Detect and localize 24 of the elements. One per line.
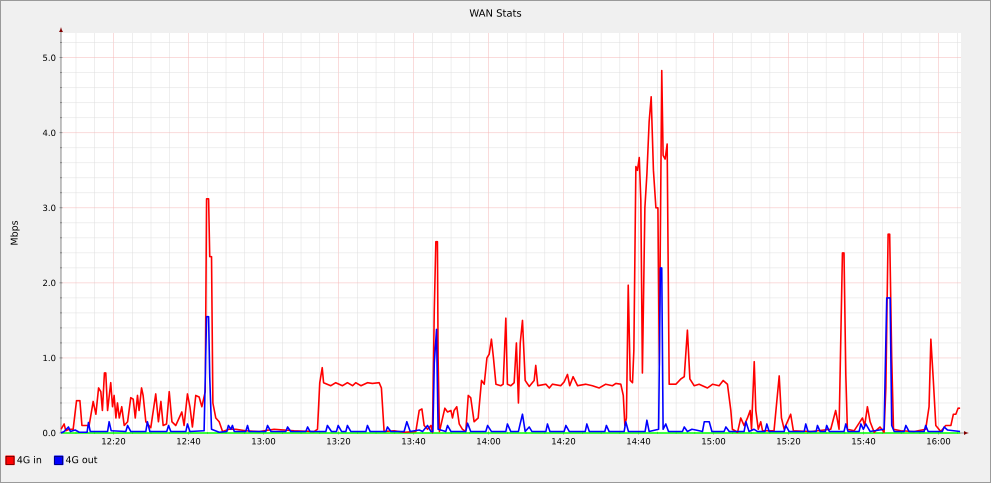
- chart-title: WAN Stats: [470, 9, 522, 17]
- x-tick-label: 14:40: [627, 438, 650, 444]
- x-tick-label: 14:00: [477, 438, 500, 444]
- x-tick-label: 12:20: [102, 438, 126, 444]
- line-series: [60, 70, 961, 434]
- y-axis-title: Mbps: [10, 220, 20, 245]
- legend-label: 4G out: [66, 456, 98, 464]
- y-tick-label: 4.0: [42, 130, 56, 136]
- y-tick-label: 5.0: [43, 54, 56, 61]
- line-series: [60, 267, 961, 434]
- x-tick-label: 13:20: [327, 438, 350, 444]
- y-tick-label: 1.0: [43, 354, 56, 362]
- x-tick-label: 14:20: [552, 438, 576, 444]
- x-tick-label: 16:00: [927, 438, 950, 444]
- x-tick-label: 15:40: [852, 438, 876, 444]
- x-tick-label: 12:40: [177, 438, 200, 444]
- y-tick-label: 3.0: [43, 204, 56, 212]
- x-tick-label: 15:20: [777, 438, 800, 444]
- legend-label: 4G in: [17, 456, 42, 464]
- x-tick-label: 13:40: [402, 438, 426, 444]
- y-tick-label: 0.0: [43, 430, 56, 436]
- x-tick-label: 15:00: [702, 438, 726, 444]
- x-tick-label: 13:00: [252, 438, 276, 444]
- y-tick-label: 2.0: [43, 280, 56, 286]
